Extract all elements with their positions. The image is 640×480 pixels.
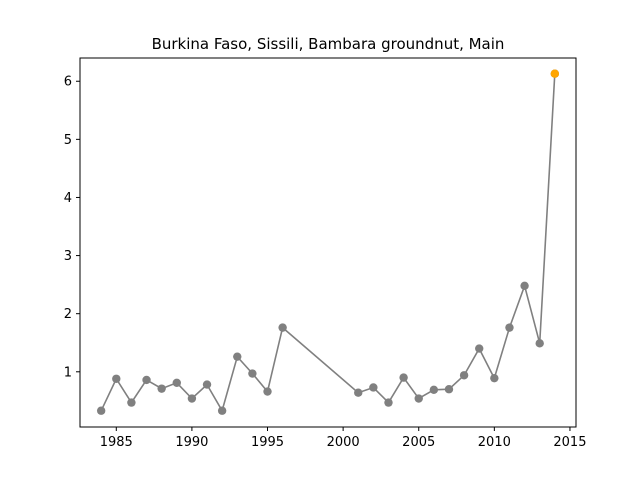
series-line (100, 73, 556, 413)
data-point-2002 (369, 383, 378, 392)
data-point-2008 (459, 371, 469, 380)
data-point-2012 (520, 281, 529, 290)
data-point-1984 (96, 406, 106, 415)
data-point-1993 (233, 352, 242, 361)
data-point-2010 (490, 373, 499, 383)
x-tick-label: 2015 (553, 435, 586, 450)
x-tick-label: 1990 (175, 435, 208, 450)
x-tick-label: 1995 (251, 435, 284, 450)
data-point-1994 (248, 369, 257, 378)
y-tick-label: 1 (64, 365, 72, 380)
data-point-1992 (217, 406, 227, 415)
data-point-1988 (157, 384, 166, 393)
y-tick-label: 5 (64, 133, 72, 148)
data-point-1989 (172, 378, 181, 388)
data-point-1987 (142, 375, 151, 385)
plot-area: 1985 1990 1995 2000 2005 2010 2015 1 2 3 4 5 6 (64, 57, 586, 450)
y-tick-label: 4 (64, 191, 72, 206)
highlight-point (550, 69, 560, 78)
data-point-2011 (505, 323, 514, 332)
x-tick-label: 2010 (478, 435, 511, 450)
data-point-2009 (475, 344, 484, 353)
x-tick-label: 2000 (327, 435, 360, 450)
chart-title: Burkina Faso, Sissili, Bambara groundnut… (152, 35, 505, 53)
data-point-1990 (187, 394, 197, 403)
data-point-1986 (127, 398, 136, 407)
data-point-1995 (263, 387, 272, 396)
data-point-2001 (354, 388, 363, 397)
data-point-1985 (112, 374, 121, 383)
data-point-2005 (414, 394, 423, 403)
data-point-2004 (399, 373, 408, 382)
y-tick-label: 3 (64, 249, 72, 264)
data-point-2006 (429, 385, 439, 395)
data-point-2007 (444, 385, 454, 394)
axes-frame (79, 57, 577, 428)
y-tick-label: 6 (64, 75, 72, 90)
x-tick-label: 2005 (402, 435, 435, 450)
y-tick-label: 2 (64, 307, 72, 322)
data-point-2013 (535, 339, 544, 348)
data-point-2003 (384, 398, 393, 407)
data-point-1996 (278, 323, 287, 332)
data-point-1991 (202, 380, 212, 389)
x-tick-label: 1985 (100, 435, 133, 450)
